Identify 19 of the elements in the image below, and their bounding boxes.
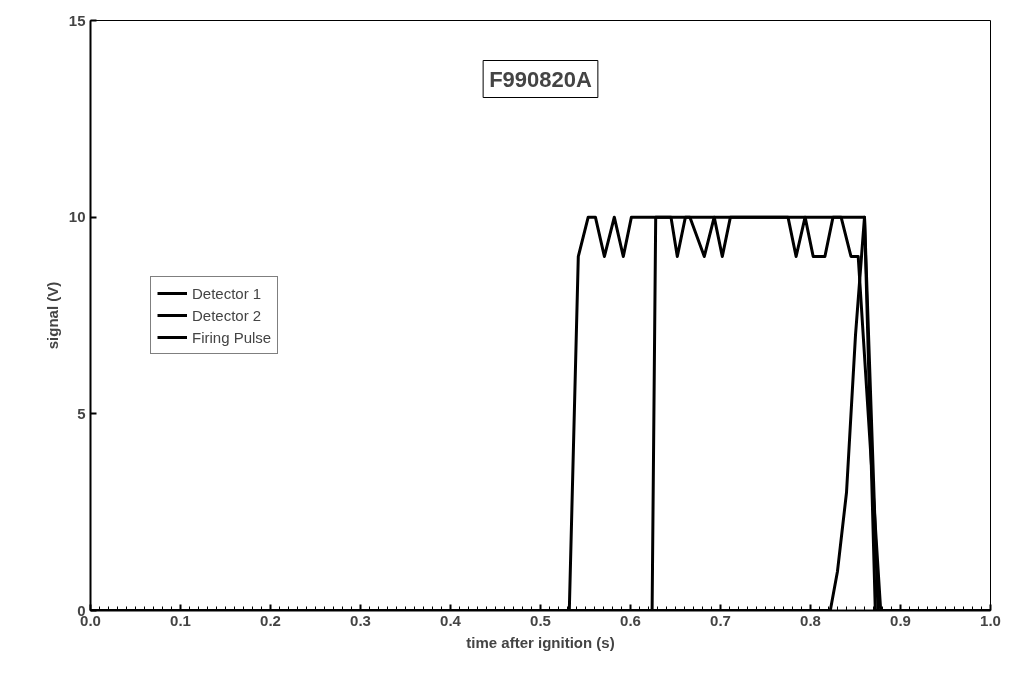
x-axis-title: time after ignition (s)	[466, 633, 615, 651]
x-tick-label: 0.5	[530, 611, 551, 629]
x-tick-label: 0.7	[710, 611, 731, 629]
y-axis-title: signal (V)	[43, 281, 61, 350]
x-tick-label: 0.4	[440, 611, 462, 629]
x-tick-label: 0.1	[170, 611, 191, 629]
y-tick-label: 10	[68, 208, 86, 226]
legend-label: Detector 1	[192, 284, 262, 302]
x-tick-label: 1.0	[980, 611, 1001, 629]
legend-label: Detector 2	[192, 306, 262, 324]
y-tick-label: 15	[68, 11, 86, 29]
x-tick-label: 0.3	[350, 611, 371, 629]
x-tick-label: 0.8	[800, 611, 821, 629]
x-tick-label: 0.6	[620, 611, 641, 629]
legend-label: Firing Pulse	[192, 328, 272, 346]
x-tick-label: 0.9	[890, 611, 911, 629]
text: F990820A	[489, 66, 592, 92]
x-tick-label: 0.2	[260, 611, 281, 629]
y-tick-label: 5	[77, 404, 86, 422]
